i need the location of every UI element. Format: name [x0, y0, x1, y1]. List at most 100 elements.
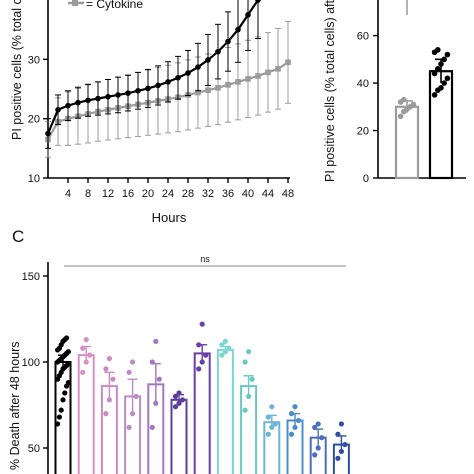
- c-data-point: [110, 376, 116, 382]
- b-data-point: [438, 61, 444, 67]
- c-data-point: [272, 421, 278, 427]
- data-point: [245, 76, 251, 82]
- c-data-point: [312, 424, 318, 430]
- a-x-tick-label: 36: [222, 188, 234, 200]
- c-bar-group: [100, 355, 118, 474]
- panel-b-y-ticks: 0 20 40 60: [357, 31, 378, 185]
- c-data-point: [106, 397, 112, 403]
- panel-c-y-axis-label: % Death after 48 hours: [8, 341, 22, 470]
- panel-c-label: C: [12, 227, 24, 246]
- c-bar-group: [240, 349, 258, 474]
- panel-a-y-axis-label: PI positive cells (% total ce: [10, 0, 24, 140]
- c-data-point: [126, 369, 132, 375]
- b-data-point: [431, 92, 438, 98]
- c-data-point: [288, 411, 295, 417]
- c-data-point: [199, 359, 205, 365]
- data-point: [115, 92, 121, 98]
- b-data-point: [397, 113, 404, 120]
- panel-c-ns-label: ns: [200, 254, 210, 264]
- a-x-tick-label: 48: [282, 188, 294, 200]
- c-data-point: [130, 359, 136, 365]
- c-data-point: [219, 352, 225, 358]
- panel-a-x-axis-label: Hours: [152, 210, 187, 225]
- c-bar: [193, 352, 211, 474]
- c-data-point: [196, 342, 202, 348]
- c-data-point: [226, 345, 232, 351]
- c-data-point: [265, 414, 271, 420]
- panel-c-y-ticks: 50 100 150: [22, 271, 48, 455]
- data-point: [105, 93, 111, 100]
- c-data-point: [315, 421, 321, 427]
- b-y-tick-label: 60: [357, 31, 369, 43]
- c-y-tick-label: 150: [22, 271, 40, 283]
- c-data-point: [133, 393, 139, 399]
- c-bar-group: [124, 359, 142, 474]
- c-data-point: [65, 380, 71, 386]
- b-data-point: [410, 101, 417, 108]
- c-data-point: [55, 421, 61, 427]
- data-point: [165, 79, 171, 85]
- c-data-point: [246, 393, 252, 399]
- b-data-point: [441, 80, 448, 86]
- b-y-tick-label: 40: [357, 78, 369, 90]
- c-data-point: [156, 376, 162, 382]
- panel-b-bars: [394, 47, 454, 180]
- c-data-point: [126, 424, 132, 430]
- c-data-point: [246, 349, 252, 355]
- c-data-point: [87, 352, 93, 358]
- panel-a-y-ticks: 10 20 30: [28, 54, 48, 185]
- c-data-point: [288, 431, 295, 437]
- b-data-point: [444, 51, 451, 58]
- b-data-point: [435, 66, 441, 72]
- c-data-point: [103, 366, 109, 372]
- data-point: [155, 82, 161, 89]
- c-data-point: [80, 345, 86, 351]
- b-data-point: [401, 96, 407, 103]
- c-data-point: [315, 445, 321, 451]
- c-bar-group: [309, 421, 327, 474]
- c-data-point: [58, 407, 64, 413]
- data-point: [225, 82, 231, 88]
- c-data-point: [335, 455, 341, 461]
- data-point: [255, 73, 261, 79]
- c-bar-group: [193, 321, 211, 474]
- b-data-point: [431, 70, 438, 77]
- b-y-tick-label: 0: [363, 173, 369, 185]
- c-data-point: [222, 349, 228, 355]
- data-point: [215, 85, 221, 91]
- data-point: [65, 102, 71, 109]
- c-data-point: [153, 400, 159, 406]
- c-data-point: [312, 452, 318, 458]
- c-bar: [263, 421, 281, 474]
- c-data-point: [222, 338, 228, 344]
- a-y-tick-label: 30: [28, 54, 40, 66]
- data-point: [175, 74, 181, 81]
- c-data-point: [172, 404, 179, 410]
- c-bar: [240, 385, 258, 474]
- c-data-point: [199, 321, 205, 327]
- panel-a-x-ticks: 4 8 12 16 20 24 28 32 36 40 44 48: [65, 178, 294, 200]
- panel-b: 0 20 40 60 PI positive cells (% total cells…: [323, 0, 466, 185]
- data-point: [195, 64, 201, 70]
- data-point: [55, 106, 61, 113]
- c-data-point: [56, 414, 63, 420]
- c-data-point: [60, 397, 66, 403]
- panel-a-legend: = Cytokine: [68, 0, 143, 11]
- c-bar-group: [216, 338, 234, 474]
- data-point: [215, 48, 221, 55]
- b-data-point: [444, 75, 451, 82]
- c-bar-group: [286, 404, 304, 474]
- c-data-point: [65, 349, 71, 355]
- c-data-point: [80, 369, 86, 375]
- c-data-point: [203, 352, 209, 358]
- legend-marker-cytokine: [72, 0, 78, 6]
- b-data-point: [435, 47, 441, 53]
- c-y-tick-label: 50: [28, 443, 40, 455]
- data-point: [125, 90, 131, 96]
- data-point: [145, 85, 151, 92]
- c-data-point: [103, 411, 109, 417]
- panel-b-y-axis-label: PI positive cells (% total cells) afte: [323, 0, 337, 182]
- a-y-tick-label: 20: [28, 114, 40, 126]
- c-data-point: [242, 359, 248, 365]
